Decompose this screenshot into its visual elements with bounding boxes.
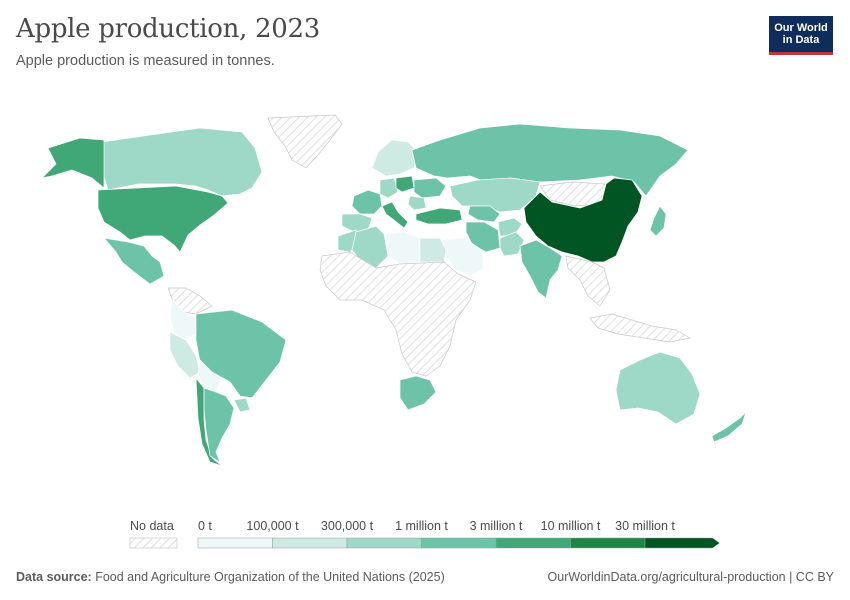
legend-tick-label: 0 t — [198, 519, 212, 533]
legend-no-data-swatch[interactable] — [129, 537, 178, 549]
footer-url[interactable]: OurWorldinData.org/agricultural-producti… — [547, 570, 834, 584]
legend-tick-label: 30 million t — [615, 519, 675, 533]
legend-bin-1[interactable] — [272, 537, 348, 549]
region-algeria[interactable] — [351, 225, 389, 269]
logo-line-1: Our World — [774, 22, 828, 34]
region-south-africa[interactable] — [399, 375, 437, 411]
legend-bin-5[interactable] — [570, 537, 646, 549]
legend-tick-label: 1 million t — [395, 519, 448, 533]
legend-bin-3[interactable] — [421, 537, 497, 549]
region-pakistan[interactable] — [499, 231, 525, 257]
region-italy[interactable] — [381, 201, 409, 229]
region-china[interactable] — [523, 177, 643, 263]
region-scandinavia[interactable] — [371, 139, 419, 177]
region-iran[interactable] — [465, 221, 501, 253]
region-germany[interactable] — [379, 177, 399, 199]
owid-logo[interactable]: Our World in Data — [769, 16, 833, 55]
region-peru[interactable] — [169, 331, 201, 379]
region-france[interactable] — [351, 189, 383, 215]
footer-source: Data source: Food and Agriculture Organi… — [16, 570, 445, 584]
legend-tick-label: 3 million t — [470, 519, 523, 533]
region-australia[interactable] — [615, 351, 701, 425]
region-indonesia[interactable] — [589, 313, 691, 343]
legend-bin-2[interactable] — [346, 537, 422, 549]
region-saudi-arabia[interactable] — [439, 237, 485, 277]
region-poland[interactable] — [395, 175, 415, 193]
region-romania[interactable] — [407, 195, 427, 211]
region-uzbekistan[interactable] — [467, 205, 501, 223]
region-russia[interactable] — [411, 123, 689, 197]
legend-tick-label: 100,000 t — [246, 519, 299, 533]
region-turkey[interactable] — [415, 207, 463, 225]
region-greenland[interactable] — [267, 114, 343, 169]
chart-title: Apple production, 2023 — [16, 14, 320, 44]
region-afghanistan[interactable] — [497, 217, 523, 237]
region-alaska[interactable] — [41, 137, 105, 189]
logo-line-2: in Data — [782, 34, 820, 46]
region-mexico[interactable] — [103, 237, 165, 285]
region-new-zealand[interactable] — [711, 411, 747, 443]
region-libya[interactable] — [385, 231, 421, 265]
region-africa-rest[interactable] — [319, 251, 477, 377]
legend-bin-4[interactable] — [495, 537, 571, 549]
source-text[interactable]: Food and Agriculture Organization of the… — [95, 570, 445, 584]
region-uruguay[interactable] — [233, 397, 251, 413]
region-united-states[interactable] — [97, 185, 229, 253]
legend: No data 0 t 100,000 t 300,000 t 1 million t… — [129, 519, 720, 549]
legend-bin-6[interactable] — [644, 537, 720, 549]
region-india[interactable] — [519, 239, 563, 299]
region-kazakhstan[interactable] — [449, 177, 541, 213]
legend-tick-label: 10 million t — [541, 519, 601, 533]
region-southeast-asia[interactable] — [565, 255, 611, 307]
chart-subtitle: Apple production is measured in tonnes. — [16, 53, 275, 69]
world-map[interactable] — [0, 95, 850, 505]
region-colombia[interactable] — [169, 299, 197, 341]
region-argentina[interactable] — [203, 387, 235, 463]
legend-no-data-label: No data — [130, 519, 174, 533]
legend-bin-0[interactable] — [197, 537, 273, 549]
legend-tick-label: 300,000 t — [321, 519, 374, 533]
region-egypt[interactable] — [419, 237, 447, 263]
region-japan[interactable] — [649, 205, 667, 237]
source-label: Data source: — [16, 570, 92, 584]
region-canada[interactable] — [101, 127, 263, 197]
region-ukraine[interactable] — [413, 177, 447, 199]
